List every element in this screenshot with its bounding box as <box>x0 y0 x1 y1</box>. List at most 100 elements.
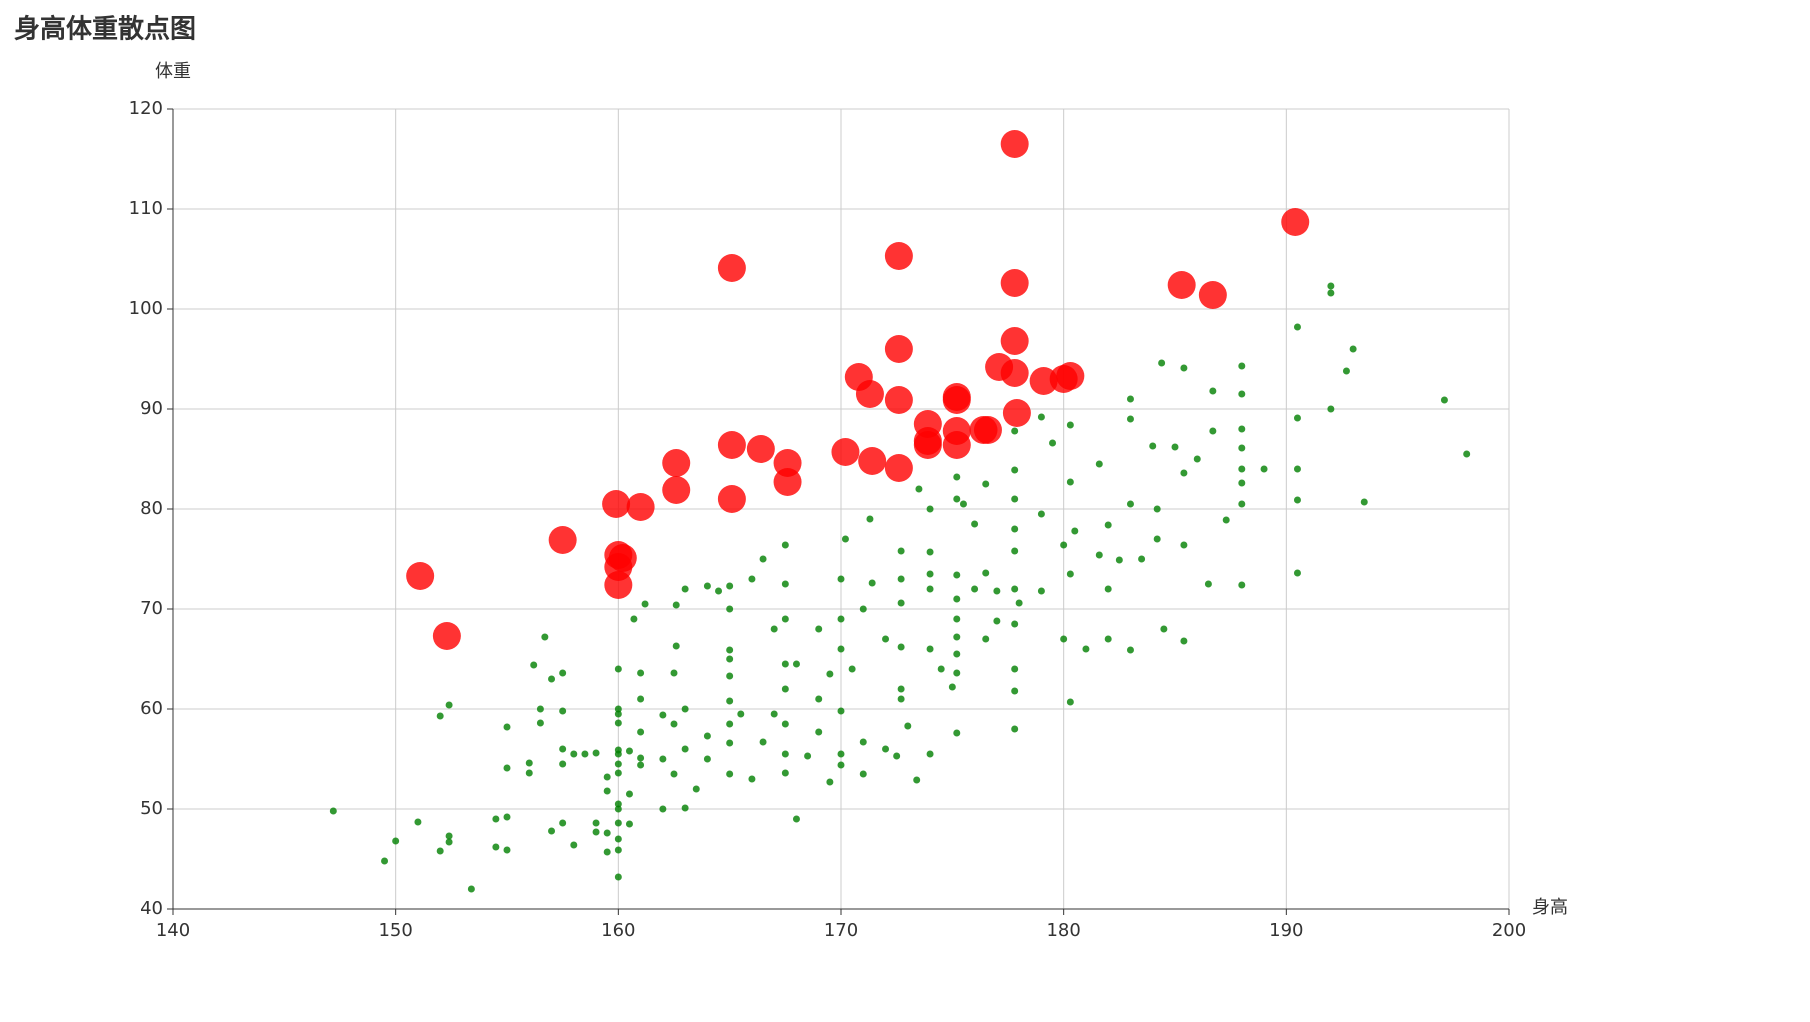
x-tick-label: 140 <box>156 920 190 941</box>
point <box>625 790 633 798</box>
point <box>897 575 905 583</box>
point <box>559 669 567 677</box>
point <box>1011 585 1019 593</box>
point <box>858 447 887 475</box>
point <box>1238 390 1246 398</box>
point <box>681 804 689 812</box>
point <box>570 841 578 849</box>
point <box>614 835 622 843</box>
point <box>530 661 538 669</box>
point <box>982 480 990 488</box>
point <box>1238 500 1246 508</box>
point <box>781 660 789 668</box>
point <box>1060 635 1068 643</box>
point <box>1180 364 1188 372</box>
point <box>993 617 1001 625</box>
point <box>855 380 884 408</box>
point <box>953 595 961 603</box>
point <box>1238 425 1246 433</box>
point <box>614 710 622 718</box>
point <box>1193 455 1201 463</box>
point <box>1126 646 1134 654</box>
point <box>748 775 756 783</box>
point <box>414 818 422 826</box>
point <box>953 729 961 737</box>
point <box>1153 535 1161 543</box>
point <box>703 582 711 590</box>
point <box>1180 637 1188 645</box>
y-tick-label: 80 <box>140 498 163 519</box>
point <box>614 846 622 854</box>
point <box>445 701 453 709</box>
point <box>773 468 802 496</box>
point <box>792 660 800 668</box>
point <box>804 752 812 760</box>
point <box>614 800 622 808</box>
point <box>1160 625 1168 633</box>
point <box>1153 505 1161 513</box>
point <box>1011 665 1019 673</box>
point <box>726 770 734 778</box>
point <box>1463 450 1471 458</box>
point <box>637 669 645 677</box>
point <box>897 685 905 693</box>
point <box>445 838 453 846</box>
y-axis-label: 体重 <box>155 61 191 82</box>
point <box>859 738 867 746</box>
point <box>1066 478 1074 486</box>
point <box>953 633 961 641</box>
point <box>1037 413 1045 421</box>
point <box>973 416 1002 444</box>
point <box>841 535 849 543</box>
point <box>1000 327 1029 355</box>
point <box>1222 516 1230 524</box>
point <box>659 711 667 719</box>
point <box>592 828 600 836</box>
point <box>837 645 845 653</box>
point <box>884 335 913 363</box>
point <box>559 819 567 827</box>
point <box>614 760 622 768</box>
point <box>897 695 905 703</box>
point <box>603 829 611 837</box>
point <box>831 438 860 466</box>
point <box>748 575 756 583</box>
point <box>781 750 789 758</box>
y-tick-label: 100 <box>129 298 163 319</box>
point <box>432 622 461 650</box>
point <box>726 655 734 663</box>
point <box>781 685 789 693</box>
point <box>971 520 979 528</box>
point <box>637 761 645 769</box>
point <box>703 755 711 763</box>
point <box>1056 362 1085 390</box>
point <box>1238 465 1246 473</box>
point <box>1180 469 1188 477</box>
point <box>897 643 905 651</box>
point <box>492 843 500 851</box>
y-tick-label: 50 <box>140 798 163 819</box>
point <box>602 490 631 518</box>
point <box>1281 208 1310 236</box>
point <box>792 815 800 823</box>
point <box>603 773 611 781</box>
point <box>915 485 923 493</box>
point <box>953 571 961 579</box>
y-tick-label: 90 <box>140 398 163 419</box>
point <box>926 645 934 653</box>
point <box>503 846 511 854</box>
point <box>637 695 645 703</box>
point <box>536 719 544 727</box>
point <box>1066 698 1074 706</box>
point <box>897 599 905 607</box>
point <box>953 669 961 677</box>
point <box>904 722 912 730</box>
x-tick-label: 190 <box>1269 920 1303 941</box>
point <box>637 754 645 762</box>
point <box>717 254 746 282</box>
point <box>548 675 556 683</box>
point <box>604 571 633 599</box>
point <box>1327 282 1335 290</box>
